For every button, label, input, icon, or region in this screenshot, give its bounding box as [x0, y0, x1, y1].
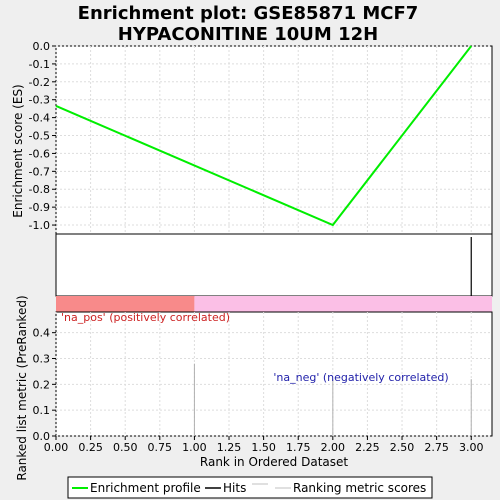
- legend-ranking-metric-label: Ranking metric scores: [293, 481, 426, 495]
- legend-enrichment-profile-label: Enrichment profile: [90, 481, 201, 495]
- es-panel: [55, 45, 493, 235]
- metric-bars: [193, 363, 472, 436]
- metric-y-tick-label: 0.4: [33, 327, 51, 340]
- metric-y-axis-label: Ranked list metric (PreRanked): [15, 295, 29, 480]
- x-tick-label: 1.75: [286, 441, 311, 454]
- x-tick-label: 3.00: [459, 441, 484, 454]
- es-y-axis-label: Enrichment score (ES): [11, 84, 25, 217]
- es-y-tick-label: -0.8: [29, 183, 50, 196]
- x-tick-label: 1.00: [182, 441, 207, 454]
- metric-y-ticks: 0.0 0.1 0.2 0.3 0.4: [33, 327, 56, 443]
- metric-y-tick-label: 0.2: [33, 378, 51, 391]
- chart-title-line-1: Enrichment plot: GSE85871 MCF7: [78, 3, 419, 24]
- es-y-tick-label: -0.3: [29, 94, 50, 107]
- enrichment-profile-line: [55, 45, 473, 227]
- x-tick-label: 2.25: [355, 441, 380, 454]
- es-y-tick-label: -0.1: [29, 58, 50, 71]
- es-y-tick-label: -0.5: [29, 130, 50, 143]
- x-axis-label: Rank in Ordered Dataset: [200, 455, 348, 469]
- es-y-tick-label: -0.7: [29, 165, 50, 178]
- x-tick-label: 0.00: [44, 441, 69, 454]
- metric-y-tick-label: 0.0: [33, 430, 51, 443]
- es-y-tick-label: -1.0: [29, 219, 50, 232]
- x-tick-label: 2.00: [321, 441, 346, 454]
- es-y-tick-label: -0.9: [29, 201, 50, 214]
- positive-correlation-band: [56, 296, 195, 312]
- metric-y-tick-label: 0.3: [33, 353, 51, 366]
- es-y-ticks: 0.0 -0.1 -0.2 -0.3 -0.4 -0.5 -0.6 -0.7 -0.8 -0.9 -…: [29, 40, 56, 232]
- legend: Enrichment profile Hits Ranking metric s…: [67, 476, 433, 499]
- negative-correlation-band: [194, 296, 492, 312]
- x-tick-label: 0.50: [113, 441, 138, 454]
- es-grid: [55, 45, 492, 234]
- x-tick-label: 0.25: [78, 441, 103, 454]
- x-tick-label: 2.50: [390, 441, 415, 454]
- es-y-tick-label: -0.4: [29, 112, 50, 125]
- x-axis-ticks: 0.00 0.25 0.50 0.75 1.00 1.25 1.50 1.75 2.00 2.25…: [44, 436, 484, 454]
- negative-correlation-label: 'na_neg' (negatively correlated): [273, 371, 448, 384]
- es-y-tick-label: -0.6: [29, 147, 50, 160]
- es-y-tick-label: -0.2: [29, 76, 50, 89]
- x-tick-label: 1.50: [251, 441, 276, 454]
- es-y-tick-label: 0.0: [33, 40, 51, 53]
- chart-title-line-2: HYPACONITINE 10UM 12H: [118, 24, 378, 45]
- legend-hits-label: Hits: [223, 481, 246, 495]
- x-tick-label: 1.25: [217, 441, 242, 454]
- positive-correlation-label: 'na_pos' (positively correlated): [61, 311, 230, 324]
- x-tick-label: 2.75: [424, 441, 449, 454]
- metric-y-tick-label: 0.1: [33, 404, 51, 417]
- x-tick-label: 0.75: [148, 441, 173, 454]
- hits-panel: [55, 233, 493, 297]
- legend-box: [67, 476, 433, 499]
